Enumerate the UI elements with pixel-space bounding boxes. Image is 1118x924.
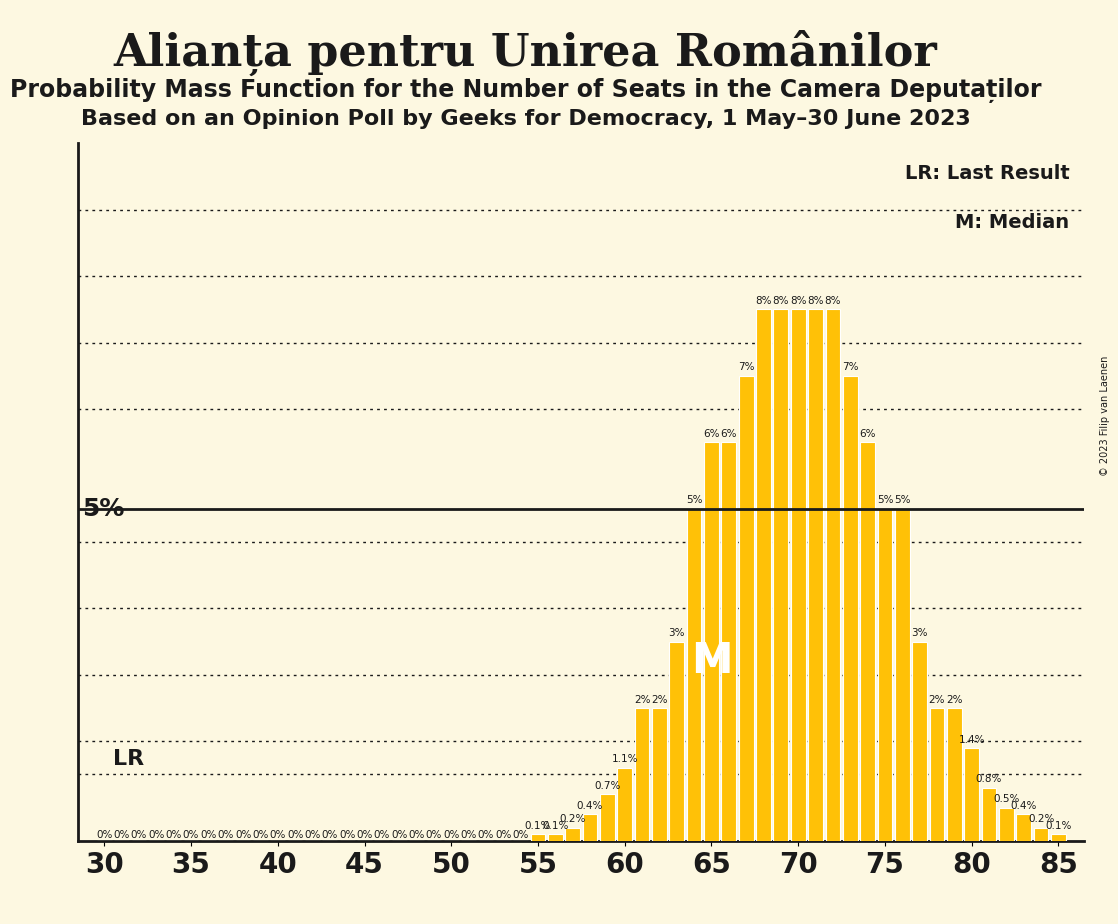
Text: 8%: 8% xyxy=(756,296,771,306)
Text: 0%: 0% xyxy=(131,830,148,840)
Text: 6%: 6% xyxy=(860,429,875,439)
Text: 0%: 0% xyxy=(287,830,303,840)
Bar xyxy=(808,310,823,841)
Text: M: M xyxy=(691,640,732,683)
Text: 0.2%: 0.2% xyxy=(559,814,586,824)
Text: 5%: 5% xyxy=(877,495,893,505)
Text: 0%: 0% xyxy=(339,830,356,840)
Bar xyxy=(790,310,806,841)
Text: 5%: 5% xyxy=(82,496,124,520)
Text: 0.5%: 0.5% xyxy=(993,795,1020,804)
Text: 8%: 8% xyxy=(773,296,789,306)
Text: 0%: 0% xyxy=(165,830,182,840)
Text: 7%: 7% xyxy=(842,362,859,372)
Bar xyxy=(756,310,771,841)
Text: 5%: 5% xyxy=(894,495,910,505)
Bar xyxy=(843,376,858,841)
Text: 0%: 0% xyxy=(426,830,442,840)
Text: 0.4%: 0.4% xyxy=(577,801,604,811)
Text: 0.2%: 0.2% xyxy=(1027,814,1054,824)
Text: 2%: 2% xyxy=(946,695,963,705)
Bar xyxy=(548,834,562,841)
Text: LR: LR xyxy=(113,749,144,769)
Text: 1.4%: 1.4% xyxy=(958,735,985,745)
Bar xyxy=(617,768,632,841)
Text: 0%: 0% xyxy=(461,830,476,840)
Text: 0%: 0% xyxy=(149,830,164,840)
Text: 0%: 0% xyxy=(408,830,425,840)
Text: 3%: 3% xyxy=(911,628,928,638)
Bar xyxy=(860,443,875,841)
Bar xyxy=(531,834,546,841)
Bar xyxy=(600,795,615,841)
Bar xyxy=(894,508,910,841)
Text: 3%: 3% xyxy=(669,628,685,638)
Text: 0%: 0% xyxy=(200,830,217,840)
Bar xyxy=(878,508,892,841)
Bar xyxy=(670,641,684,841)
Text: 2%: 2% xyxy=(929,695,945,705)
Text: 0.4%: 0.4% xyxy=(1011,801,1036,811)
Bar xyxy=(739,376,754,841)
Text: 0%: 0% xyxy=(269,830,286,840)
Bar xyxy=(566,828,580,841)
Bar xyxy=(982,787,996,841)
Text: 8%: 8% xyxy=(807,296,824,306)
Text: 2%: 2% xyxy=(651,695,667,705)
Bar xyxy=(999,808,1014,841)
Bar xyxy=(704,443,719,841)
Text: 0%: 0% xyxy=(495,830,511,840)
Text: 0%: 0% xyxy=(235,830,252,840)
Bar xyxy=(947,708,961,841)
Text: LR: Last Result: LR: Last Result xyxy=(904,164,1070,183)
Text: 0%: 0% xyxy=(443,830,459,840)
Text: 0.1%: 0.1% xyxy=(542,821,569,831)
Text: 0.1%: 0.1% xyxy=(1045,821,1072,831)
Text: 0.8%: 0.8% xyxy=(976,774,1002,784)
Text: 6%: 6% xyxy=(721,429,737,439)
Text: 8%: 8% xyxy=(825,296,841,306)
Bar xyxy=(965,748,979,841)
Bar xyxy=(721,443,736,841)
Text: 0%: 0% xyxy=(218,830,234,840)
Text: Probability Mass Function for the Number of Seats in the Camera Deputaților: Probability Mass Function for the Number… xyxy=(10,78,1041,103)
Text: 0%: 0% xyxy=(512,830,529,840)
Text: 1.1%: 1.1% xyxy=(612,754,638,764)
Bar xyxy=(582,814,597,841)
Text: 0%: 0% xyxy=(96,830,113,840)
Text: 7%: 7% xyxy=(738,362,755,372)
Text: 0%: 0% xyxy=(113,830,130,840)
Text: 0%: 0% xyxy=(477,830,494,840)
Text: 2%: 2% xyxy=(634,695,651,705)
Text: 0.1%: 0.1% xyxy=(524,821,551,831)
Text: 0%: 0% xyxy=(304,830,321,840)
Text: 0%: 0% xyxy=(183,830,199,840)
Text: 0%: 0% xyxy=(357,830,372,840)
Bar xyxy=(686,508,701,841)
Bar xyxy=(1016,814,1031,841)
Text: 0.7%: 0.7% xyxy=(594,781,620,791)
Text: Alianța pentru Unirea Românilor: Alianța pentru Unirea Românilor xyxy=(114,30,937,76)
Text: M: Median: M: Median xyxy=(955,213,1070,232)
Text: 5%: 5% xyxy=(685,495,702,505)
Text: 0%: 0% xyxy=(253,830,268,840)
Bar xyxy=(635,708,650,841)
Bar xyxy=(825,310,841,841)
Bar xyxy=(774,310,788,841)
Text: 8%: 8% xyxy=(790,296,806,306)
Text: Based on an Opinion Poll by Geeks for Democracy, 1 May–30 June 2023: Based on an Opinion Poll by Geeks for De… xyxy=(80,109,970,129)
Bar xyxy=(1034,828,1049,841)
Text: 0%: 0% xyxy=(391,830,407,840)
Text: © 2023 Filip van Laenen: © 2023 Filip van Laenen xyxy=(1100,356,1109,476)
Bar xyxy=(912,641,927,841)
Bar xyxy=(652,708,666,841)
Text: 0%: 0% xyxy=(373,830,390,840)
Bar xyxy=(930,708,945,841)
Text: 6%: 6% xyxy=(703,429,720,439)
Bar xyxy=(1051,834,1065,841)
Text: 0%: 0% xyxy=(322,830,338,840)
